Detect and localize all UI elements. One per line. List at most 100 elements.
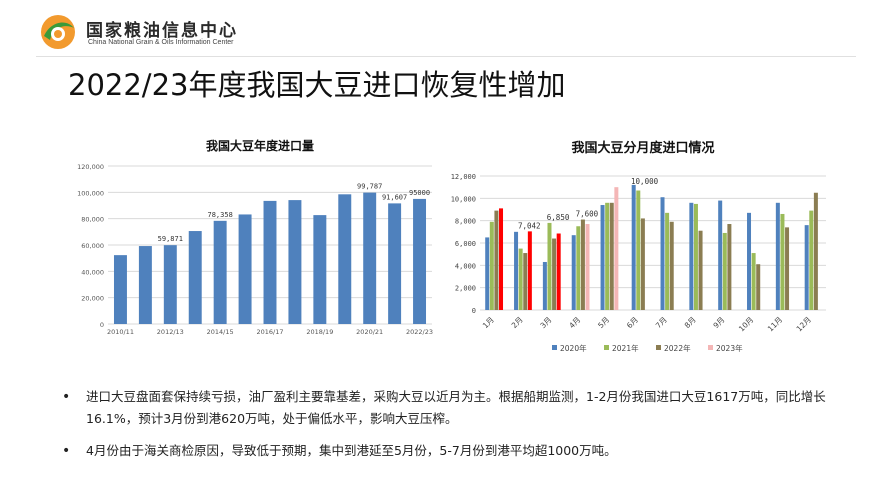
x-tick-label: 2012/13 [157,328,184,336]
x-tick-label: 6月 [625,315,640,330]
y-tick-label: 0 [472,307,476,315]
data-label: 59,871 [158,235,183,243]
y-tick-label: 6,000 [455,240,476,248]
bar [609,202,614,310]
bar [785,227,790,310]
bar [523,253,528,310]
bar [580,219,585,310]
bar [556,233,561,310]
annual-import-chart-svg: 我国大豆年度进口量 0 20,000 40,000 60,000 80,000 100,00… [77,138,433,336]
bar [660,197,665,310]
x-tick-label: 2014/15 [207,328,234,336]
data-label: 78,358 [208,211,233,219]
y-tick-label: 100,000 [77,189,104,197]
bar [138,246,152,324]
legend-swatch [708,345,713,350]
bar [689,202,694,310]
x-tick-label: 2月 [510,315,525,330]
bar [693,203,698,310]
x-tick-label: 2018/19 [306,328,333,336]
monthly-import-chart: 我国大豆分月度进口情况 0 2,000 4,000 6,000 8,000 10,000 12… [448,130,833,360]
bar [756,264,761,310]
bar [669,221,674,310]
bar [113,255,127,324]
bar [804,225,809,310]
x-tick-label: 3月 [538,315,553,330]
header-divider [36,56,856,57]
bar [665,212,670,310]
bullet-item: • 4月份由于海关商检原因，导致低于预期，集中到港延至5月份，5-7月份到港平均… [62,440,842,462]
legend-swatch [656,345,661,350]
x-tick-label: 4月 [567,315,582,330]
y-tick-label: 60,000 [81,242,104,250]
legend-label: 2020年 [560,343,587,353]
legend-swatch [552,345,557,350]
bar [547,222,552,310]
bar [338,194,352,324]
bar [527,231,532,310]
bar [494,210,499,310]
slide-title: 2022/23年度我国大豆进口恢复性增加 [68,68,566,102]
bar [499,208,504,310]
data-label: 99,787 [357,183,382,191]
bar [514,231,519,310]
x-tick-label: 11月 [766,315,784,333]
data-label: 10,000 [631,177,659,186]
monthly-import-chart-svg: 我国大豆分月度进口情况 0 2,000 4,000 6,000 8,000 10,000 12… [451,140,826,353]
x-tick-label: 7月 [654,315,669,330]
logo-text-cn: 国家粮油信息中心 [86,21,238,41]
x-tick-label: 9月 [711,315,726,330]
bar [388,203,402,324]
bar [263,200,277,324]
bar [809,210,814,310]
x-tick-label: 2020/21 [356,328,383,336]
y-tick-label: 40,000 [81,268,104,276]
y-tick-label: 120,000 [77,163,104,171]
bar [698,230,703,310]
bar [747,212,752,310]
annual-import-chart: 我国大豆年度进口量 0 20,000 40,000 60,000 80,000 100,00… [60,130,440,345]
y-tick-label: 80,000 [81,216,104,224]
legend-label: 2023年 [716,343,743,353]
y-tick-label: 0 [100,321,104,329]
bar [313,215,327,324]
bullet-text: 4月份由于海关商检原因，导致低于预期，集中到港延至5月份，5-7月份到港平均超1… [86,443,617,458]
legend-label: 2022年 [664,343,691,353]
y-tick-label: 20,000 [81,295,104,303]
bar [636,190,641,310]
bar [605,202,610,310]
data-label: 91,607 [382,193,407,201]
data-label: 7,600 [576,210,599,219]
bar [722,232,727,310]
logo-icon [41,15,75,49]
x-tick-label: 2016/17 [256,328,283,336]
data-label: 7,042 [518,221,541,230]
bar [751,253,756,310]
bar [163,245,177,324]
data-label: 6,850 [547,213,570,222]
bar [413,198,427,324]
bar [727,224,732,310]
y-tick-label: 2,000 [455,285,476,293]
bullet-dot-icon: • [62,389,71,405]
x-tick-label: 1月 [481,315,496,330]
chart-title: 我国大豆年度进口量 [206,138,314,153]
x-tick-label: 12月 [795,315,813,333]
x-tick-label: 8月 [683,315,698,330]
x-tick-label: 2022/23 [406,328,433,336]
y-tick-label: 8,000 [455,218,476,226]
chart-title: 我国大豆分月度进口情况 [571,140,714,156]
bar [542,261,547,310]
bar [585,224,590,310]
bar [518,248,523,310]
y-tick-label: 12,000 [451,173,476,181]
bar [780,213,785,310]
bar [552,238,557,310]
logo-text-en: China National Grain & Oils Information … [88,39,234,46]
y-tick-label: 10,000 [451,195,476,203]
bullet-item: • 进口大豆盘面套保持续亏损，油厂盈利主要靠基差，采购大豆以近月为主。根据船期监… [62,386,842,430]
bar [614,187,619,310]
bar [188,231,202,324]
bar [775,202,780,310]
bar [640,218,645,310]
